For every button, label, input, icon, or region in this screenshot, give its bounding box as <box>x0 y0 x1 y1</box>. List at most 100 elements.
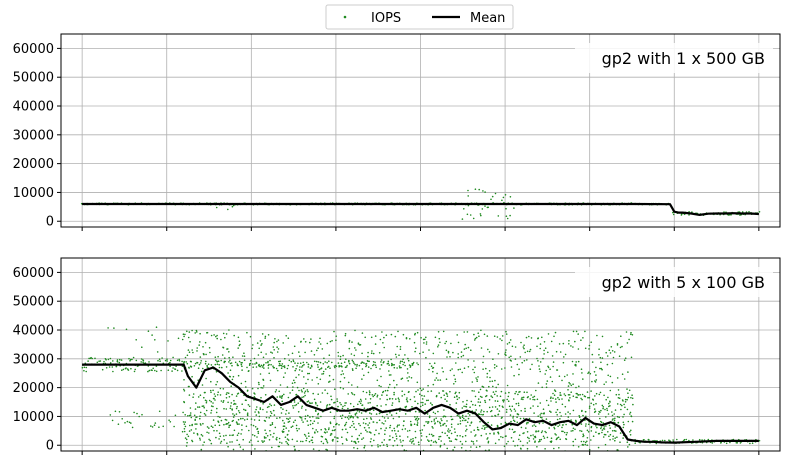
iops-point <box>584 441 587 444</box>
iops-point <box>116 360 119 363</box>
iops-point <box>269 430 271 432</box>
iops-point <box>147 370 149 373</box>
iops-point <box>188 331 191 333</box>
iops-point <box>512 440 515 443</box>
iops-point <box>90 356 92 359</box>
iops-point <box>459 416 461 419</box>
iops-point <box>242 448 244 451</box>
iops-point <box>420 439 423 441</box>
iops-point <box>213 454 215 456</box>
iops-point <box>478 335 480 338</box>
iops-point <box>453 428 456 430</box>
iops-point <box>356 438 359 440</box>
iops-point <box>466 421 469 424</box>
iops-point <box>339 386 342 389</box>
iops-point <box>387 417 389 419</box>
iops-point <box>413 396 416 398</box>
iops-point <box>549 410 551 413</box>
iops-point <box>409 398 412 401</box>
iops-point <box>435 394 438 397</box>
iops-point <box>262 408 264 411</box>
iops-point <box>408 364 411 366</box>
iops-point <box>450 415 452 418</box>
iops-point <box>599 367 601 370</box>
iops-point <box>216 381 219 383</box>
iops-point <box>282 430 285 433</box>
iops-point <box>522 396 525 399</box>
iops-point <box>587 431 590 433</box>
iops-point <box>416 423 419 426</box>
iops-point <box>371 453 373 455</box>
iops-point <box>445 340 448 343</box>
iops-point <box>313 420 316 423</box>
iops-point <box>523 359 526 362</box>
iops-point <box>390 333 393 336</box>
iops-point <box>124 422 126 424</box>
iops-point <box>306 420 309 422</box>
iops-point <box>463 367 466 370</box>
iops-point <box>608 349 611 352</box>
iops-point <box>312 392 315 395</box>
iops-point <box>113 327 115 329</box>
iops-point <box>541 430 544 432</box>
iops-point <box>532 405 534 407</box>
iops-point <box>458 397 461 399</box>
iops-point <box>508 428 511 430</box>
iops-point <box>621 373 624 376</box>
iops-point <box>261 366 264 368</box>
iops-point <box>336 398 338 400</box>
iops-point <box>246 414 249 417</box>
iops-point <box>406 368 409 370</box>
iops-point <box>414 333 416 336</box>
iops-point <box>421 429 424 431</box>
iops-point <box>380 375 382 378</box>
iops-point <box>517 413 520 416</box>
iops-point <box>466 399 468 402</box>
iops-point <box>369 417 372 419</box>
iops-point <box>349 402 352 405</box>
iops-point <box>243 419 246 421</box>
iops-point <box>370 418 373 420</box>
iops-point <box>345 421 348 424</box>
iops-point <box>461 407 464 409</box>
iops-point <box>405 337 408 340</box>
iops-point <box>357 416 359 419</box>
iops-point <box>335 339 337 342</box>
iops-point <box>285 335 288 337</box>
iops-point <box>281 363 284 365</box>
iops-point <box>366 417 368 420</box>
iops-point <box>634 442 636 445</box>
iops-point <box>425 399 428 402</box>
iops-point <box>111 419 114 422</box>
iops-point <box>320 440 323 443</box>
iops-point <box>205 401 208 404</box>
iops-point <box>217 415 219 418</box>
iops-point <box>485 433 488 435</box>
iops-point <box>276 396 279 398</box>
iops-point <box>335 423 338 426</box>
iops-point <box>348 362 351 365</box>
iops-point <box>439 422 442 425</box>
iops-point <box>516 444 519 447</box>
iops-point <box>519 417 522 420</box>
iops-point <box>559 351 562 353</box>
iops-point <box>333 330 335 333</box>
iops-point <box>531 425 534 427</box>
iops-point <box>347 407 349 410</box>
iops-point <box>553 335 555 338</box>
iops-point <box>617 421 620 424</box>
iops-point <box>307 414 309 417</box>
iops-point <box>593 453 595 455</box>
iops-point <box>269 415 272 417</box>
iops-point <box>181 365 184 368</box>
iops-point <box>520 426 523 429</box>
iops-point <box>121 418 123 420</box>
iops-point <box>672 213 675 216</box>
iops-point <box>302 440 304 443</box>
iops-point <box>391 398 394 400</box>
iops-point <box>254 411 256 413</box>
iops-point <box>229 441 231 443</box>
iops-point <box>452 449 454 451</box>
y-tick-label: 0 <box>46 439 54 454</box>
iops-point <box>525 336 528 339</box>
